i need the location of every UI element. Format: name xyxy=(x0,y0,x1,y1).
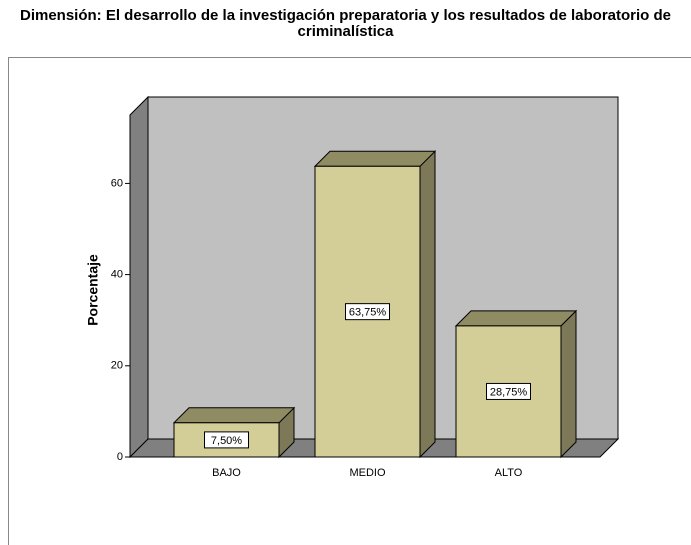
frame xyxy=(8,57,691,545)
x-tick-label: MEDIO xyxy=(349,467,386,479)
bar-top xyxy=(172,407,296,424)
y-tick-label: 60 xyxy=(111,177,123,189)
value-label: 28,75% xyxy=(490,386,528,398)
value-label-box xyxy=(345,303,390,321)
value-label: 7,50% xyxy=(211,435,242,447)
value-label: 63,75% xyxy=(349,307,387,319)
left-wall xyxy=(129,95,149,459)
bar-side xyxy=(419,150,436,459)
bar-top xyxy=(313,150,437,167)
bar-side xyxy=(560,309,577,459)
y-tick-label: 0 xyxy=(117,451,123,463)
bar-top xyxy=(454,310,578,327)
y-axis-label: Porcentaje xyxy=(85,254,101,326)
y-tick-label: 20 xyxy=(111,360,123,372)
value-label-box xyxy=(204,431,249,449)
x-tick-label: BAJO xyxy=(212,467,241,479)
x-tick-label: ALTO xyxy=(495,467,523,479)
value-label-box xyxy=(486,382,531,400)
chart-title: Dimensión: El desarrollo de la investiga… xyxy=(19,7,671,40)
y-tick-label: 40 xyxy=(111,269,123,281)
